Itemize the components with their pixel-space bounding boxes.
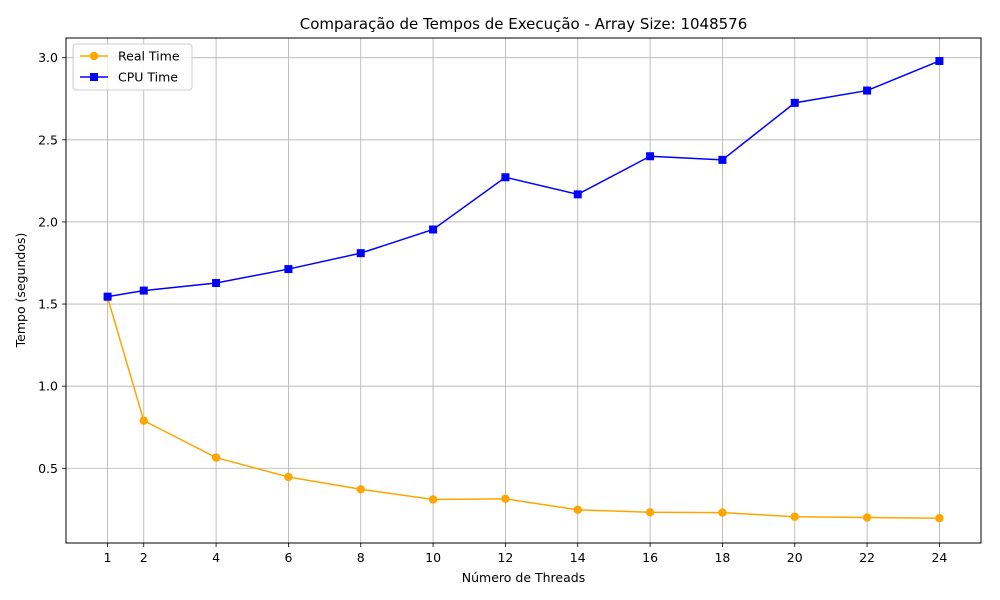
legend-real-time-label: Real Time (118, 49, 180, 64)
x-tick-label: 22 (859, 550, 875, 565)
x-tick-label: 16 (642, 550, 658, 565)
real-time-point (356, 485, 365, 494)
legend-cpu-time-marker (90, 73, 98, 81)
real-time-point (501, 494, 510, 504)
real-time-point (645, 508, 655, 517)
cpu-time-point (212, 279, 221, 288)
cpu-time-point (718, 155, 727, 164)
series-group (103, 56, 944, 523)
x-axis-ticks: 1 2 4 6 8 10 12 14 16 18 20 22 24 (104, 543, 947, 565)
x-tick-label: 20 (787, 550, 803, 565)
cpu-time-point (284, 265, 293, 274)
x-tick-label: 6 (284, 550, 292, 565)
real-time-point (428, 495, 438, 504)
real-time-point (284, 472, 293, 482)
x-tick-label: 8 (357, 550, 365, 565)
cpu-time-point (646, 152, 655, 161)
cpu-time-point (139, 286, 148, 295)
cpu-time-point (103, 292, 112, 301)
cpu-time-point (356, 249, 365, 258)
real-time-point (935, 514, 944, 523)
cpu-time-point (863, 86, 872, 95)
y-tick-label: 3.0 (38, 50, 58, 65)
cpu-time-point (573, 190, 582, 199)
real-time-line (106, 297, 940, 519)
cpu-time-point (935, 56, 944, 65)
cpu-time-point (429, 225, 438, 234)
x-tick-label: 1 (104, 550, 112, 565)
legend-cpu-time-label: CPU Time (118, 70, 178, 85)
x-tick-label: 18 (714, 550, 730, 565)
legend: Real Time CPU Time (72, 43, 193, 91)
y-axis-label: Tempo (segundos) (13, 233, 28, 349)
y-tick-label: 1.5 (38, 297, 58, 312)
y-tick-label: 2.5 (38, 132, 58, 147)
cpu-time-line (107, 60, 940, 298)
real-time-point (790, 512, 799, 521)
x-tick-label: 24 (931, 550, 947, 565)
cpu-time-point (790, 98, 799, 107)
x-axis-label: Número de Threads (462, 570, 585, 585)
chart-title: Comparação de Tempos de Execução - Array… (300, 15, 748, 33)
real-time-point (862, 513, 872, 522)
cpu-time-point (501, 173, 510, 182)
grid-lines (66, 38, 981, 543)
real-time-point (573, 505, 582, 515)
y-tick-label: 2.0 (38, 214, 58, 229)
y-tick-label: 0.5 (38, 461, 58, 476)
plot-frame (65, 37, 982, 544)
real-time-point (718, 508, 727, 517)
x-tick-label: 4 (212, 550, 220, 565)
real-time-point (139, 416, 148, 425)
real-time-point (211, 453, 221, 462)
y-axis-ticks: 0.5 1.0 1.5 2.0 2.5 3.0 (38, 50, 66, 476)
y-tick-label: 1.0 (38, 379, 58, 394)
legend-real-time-marker (89, 51, 99, 61)
x-tick-label: 14 (570, 550, 586, 565)
x-tick-label: 12 (497, 550, 513, 565)
x-tick-label: 10 (425, 550, 441, 565)
x-tick-label: 2 (140, 550, 148, 565)
